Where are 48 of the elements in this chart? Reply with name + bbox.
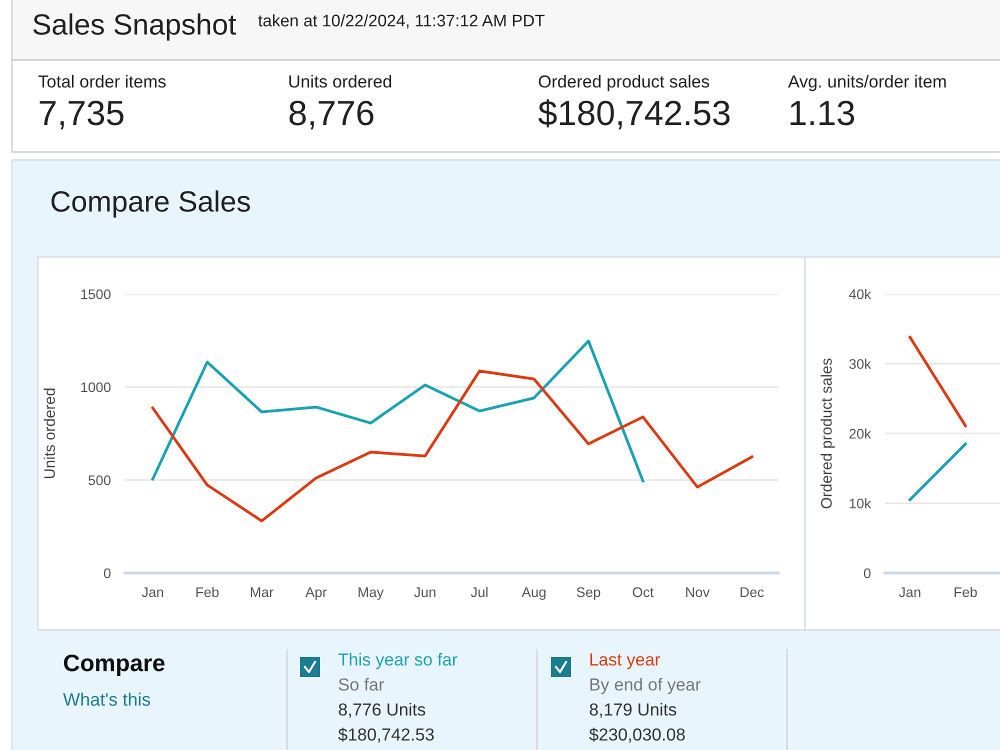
x-tick-label: Sep xyxy=(576,587,600,600)
line-series xyxy=(151,340,644,482)
text: 8,776 Units xyxy=(338,702,426,718)
x-tick-label: Aug xyxy=(522,587,546,600)
text: taken at 10/22/2024, 11:37:12 AM PDT xyxy=(258,14,545,28)
y-tick-label: 1000 xyxy=(81,382,111,392)
x-tick-label: Oct xyxy=(632,587,654,598)
text: Compare xyxy=(64,654,165,676)
y-tick-label: 1500 xyxy=(81,289,111,300)
text: Ordered product sales xyxy=(538,74,710,92)
chart-title: Compare Sales xyxy=(51,190,250,218)
text: So far xyxy=(338,678,384,691)
y-tick-label: 40k xyxy=(849,288,872,300)
x-tick-label: Nov xyxy=(686,587,710,598)
x-tick-label: Apr xyxy=(305,587,327,600)
y-tick-label: 30k xyxy=(849,358,872,369)
text: What's this xyxy=(63,692,150,706)
text: Total order items xyxy=(38,74,166,88)
x-tick-label: Dec xyxy=(740,587,764,598)
text: 7,735 xyxy=(40,100,124,130)
y-axis-title: Ordered product sales xyxy=(820,358,835,508)
y-axis-title: Units ordered xyxy=(44,388,55,478)
x-tick-label: Jan xyxy=(142,587,164,598)
text: Last year xyxy=(590,654,660,670)
x-tick-label: Feb xyxy=(954,586,977,598)
y-tick-label: 10k xyxy=(850,498,872,508)
x-tick-label: Jul xyxy=(470,586,488,598)
y-tick-label: 500 xyxy=(88,475,111,486)
x-tick-label: Jun xyxy=(414,587,436,598)
y-tick-label: 0 xyxy=(104,568,111,578)
text: 1.13 xyxy=(790,100,854,126)
text: Avg. units/order item xyxy=(788,74,946,92)
text: Sales Snapshot xyxy=(33,13,236,41)
text: $230,030.08 xyxy=(589,728,685,743)
x-tick-label: Jan xyxy=(899,587,920,598)
text: 8,776 xyxy=(290,100,374,130)
text: This year so far xyxy=(338,652,458,670)
text: By end of year xyxy=(590,678,701,694)
x-tick-label: Feb xyxy=(196,586,219,598)
text: $180,742.53 xyxy=(538,99,730,130)
text: Units ordered xyxy=(289,74,392,88)
text: $180,742.53 xyxy=(338,728,434,743)
x-tick-label: May xyxy=(358,587,384,600)
line-series xyxy=(151,370,754,522)
text: 8,179 Units xyxy=(590,702,676,718)
y-tick-label: 0 xyxy=(864,568,871,578)
x-tick-label: Mar xyxy=(250,587,274,598)
y-tick-label: 20k xyxy=(849,428,872,439)
